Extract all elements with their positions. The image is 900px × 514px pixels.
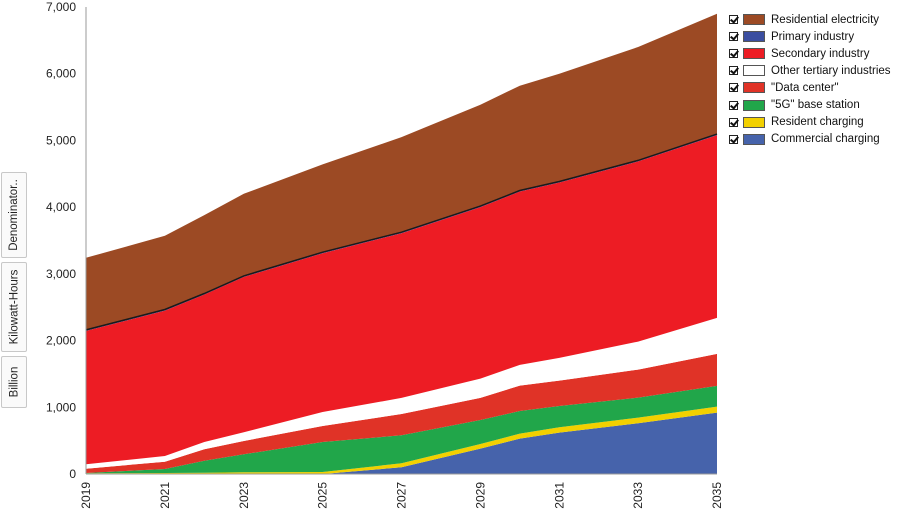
legend-item[interactable]: Resident charging <box>729 114 891 131</box>
y-tick-label: 7,000 <box>46 0 76 14</box>
legend-swatch <box>743 31 765 43</box>
y-axis-label-billion-text: Billion <box>8 366 20 398</box>
y-tick-label: 5,000 <box>46 133 76 147</box>
legend-item[interactable]: Commercial charging <box>729 131 891 148</box>
legend-swatch <box>743 116 765 128</box>
legend-swatch <box>743 14 765 26</box>
legend-label: "Data center" <box>771 81 839 94</box>
legend-label: Other tertiary industries <box>771 64 891 77</box>
x-tick-label: 2035 <box>710 482 724 509</box>
x-tick-label: 2031 <box>552 482 566 509</box>
legend: Residential electricity Primary industry S… <box>729 11 891 148</box>
y-tick-labels: 0 1,000 2,000 3,000 4,000 5,000 6,000 7,000 <box>46 0 76 481</box>
legend-item[interactable]: "Data center" <box>729 79 891 96</box>
x-tick-label: 2019 <box>79 482 93 509</box>
legend-item[interactable]: Primary industry <box>729 28 891 45</box>
legend-label: "5G" base station <box>771 99 860 112</box>
area-secondary-industry <box>86 135 717 465</box>
area-commercial-charging <box>86 412 717 474</box>
primary-industry-boundary-line <box>85 133 718 331</box>
legend-checkbox-icon[interactable] <box>729 83 738 93</box>
y-axis-label-denominator-text: Denominator.. <box>8 179 21 251</box>
x-tick-label: 2025 <box>316 482 330 509</box>
area-series-group <box>85 13 718 474</box>
legend-label: Primary industry <box>771 30 855 43</box>
legend-label: Resident charging <box>771 116 864 129</box>
y-axis-label-denominator[interactable]: Denominator.. <box>1 172 27 258</box>
x-tick-label: 2033 <box>631 482 645 509</box>
y-tick-label: 1,000 <box>46 400 76 414</box>
legend-swatch <box>743 133 765 145</box>
x-tick-label: 2029 <box>473 482 487 509</box>
y-axis-label-kwh[interactable]: Kilowatt-Hours <box>1 262 27 352</box>
legend-checkbox-icon[interactable] <box>729 100 738 110</box>
y-axis-label-kwh-text: Kilowatt-Hours <box>8 269 20 345</box>
legend-checkbox-icon[interactable] <box>729 117 738 127</box>
x-tick-label: 2021 <box>158 482 172 509</box>
legend-label: Residential electricity <box>771 13 880 26</box>
legend-swatch <box>743 48 765 60</box>
y-axis-label-billion[interactable]: Billion <box>1 356 27 408</box>
area-residential-electricity <box>86 13 717 330</box>
legend-checkbox-icon[interactable] <box>729 15 738 25</box>
legend-checkbox-icon[interactable] <box>729 32 738 42</box>
legend-checkbox-icon[interactable] <box>729 66 738 76</box>
legend-swatch <box>743 65 765 77</box>
y-tick-label: 4,000 <box>46 200 76 214</box>
legend-label: Commercial charging <box>771 133 880 146</box>
legend-item[interactable]: Other tertiary industries <box>729 62 891 79</box>
legend-swatch <box>743 82 765 94</box>
legend-item[interactable]: "5G" base station <box>729 96 891 113</box>
legend-checkbox-icon[interactable] <box>729 134 738 144</box>
area-data-center <box>86 353 717 473</box>
y-tick-label: 6,000 <box>46 67 76 81</box>
legend-item[interactable]: Secondary industry <box>729 45 891 62</box>
x-tick-labels: 2019 2021 2023 2025 2027 2029 2031 2033 2035 <box>79 482 724 509</box>
legend-item[interactable]: Residential electricity <box>729 11 891 28</box>
axes-group <box>85 7 717 475</box>
y-tick-label: 2,000 <box>46 334 76 348</box>
legend-checkbox-icon[interactable] <box>729 49 738 59</box>
legend-label: Secondary industry <box>771 47 870 60</box>
x-tick-label: 2027 <box>395 482 409 509</box>
x-tick-label: 2023 <box>237 482 251 509</box>
area-5g-base-station <box>86 385 717 474</box>
y-tick-label: 3,000 <box>46 267 76 281</box>
y-tick-label: 0 <box>69 467 76 481</box>
legend-swatch <box>743 99 765 111</box>
